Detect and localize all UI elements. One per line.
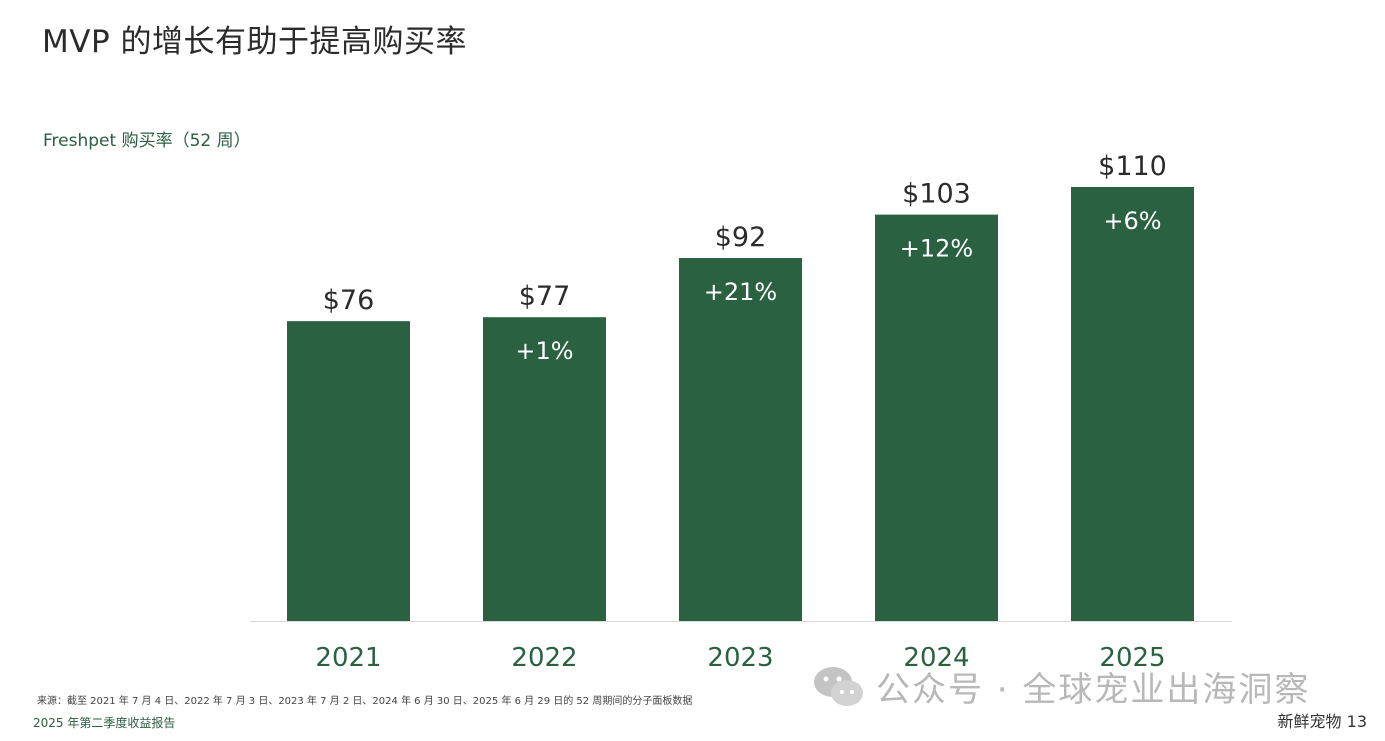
wechat-icon — [814, 666, 863, 706]
bar-2025 — [1071, 187, 1194, 621]
x-tick-label-2025: 2025 — [1099, 643, 1165, 673]
page-title: MVP 的增长有助于提高购买率 — [42, 24, 467, 60]
bar-2023 — [679, 258, 802, 621]
growth-label-2024: +12% — [900, 235, 973, 263]
bar-2021 — [287, 321, 410, 621]
footer-page-label: 新鲜宠物 13 — [1277, 712, 1367, 731]
value-label-2024: $103 — [902, 179, 971, 210]
growth-label-2023: +21% — [704, 278, 777, 306]
value-label-2025: $110 — [1098, 151, 1167, 182]
footer-report-name: 2025 年第二季度收益报告 — [33, 716, 176, 730]
value-label-2022: $77 — [519, 281, 571, 312]
source-note: 来源：截至 2021 年 7 月 4 日、2022 年 7 月 3 日、2023… — [37, 696, 693, 707]
watermark: 公众号 · 全球宠业出海洞察 — [812, 662, 1310, 711]
watermark-text: 公众号 · 全球宠业出海洞察 — [876, 670, 1311, 710]
x-tick-label-2021: 2021 — [315, 643, 381, 673]
x-tick-label-2023: 2023 — [707, 643, 773, 673]
growth-label-2025: +6% — [1103, 207, 1161, 235]
bar-2024 — [875, 214, 998, 622]
bar-2022 — [483, 317, 606, 621]
value-label-2021: $76 — [323, 285, 375, 316]
x-tick-label-2022: 2022 — [511, 643, 577, 673]
chart-title: Freshpet 购买率（52 周） — [43, 131, 251, 151]
x-tick-label-2024: 2024 — [903, 643, 969, 673]
value-label-2023: $92 — [715, 222, 767, 253]
growth-label-2022: +1% — [515, 337, 573, 365]
